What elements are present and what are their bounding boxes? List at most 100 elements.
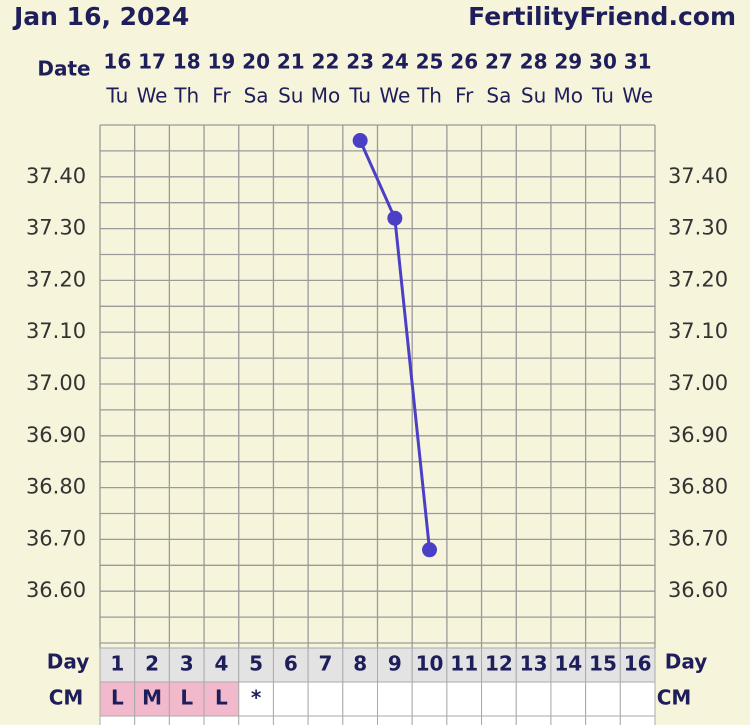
day-number: 3 [180, 652, 194, 676]
point [422, 542, 438, 558]
cm-cell [134, 681, 170, 717]
next-row-cell [481, 715, 517, 725]
x-tick-label: 25 [416, 50, 444, 74]
x-tick-label: 18 [173, 50, 201, 74]
cm-label: CM [657, 686, 692, 710]
day-number: 9 [388, 652, 402, 676]
x-tick-label: 20 [242, 50, 270, 74]
cm-cell [342, 681, 378, 717]
x-tick-label: 16 [103, 50, 131, 74]
cm-cell [515, 681, 552, 717]
y-tick-label: 37.10 [668, 319, 728, 343]
day-label: Day [665, 650, 708, 674]
day-cell [238, 647, 274, 683]
x-tick-label: 28 [520, 50, 548, 74]
day-number: 14 [554, 652, 582, 676]
next-row-cell [550, 715, 587, 725]
weekday-label: Mo [554, 84, 584, 108]
weekday-label: Su [278, 84, 303, 108]
y-tick-label: 37.10 [26, 319, 86, 343]
site-name: FertilityFriend.com [468, 2, 736, 31]
x-tick-label: 22 [312, 50, 340, 74]
day-cell [515, 647, 552, 683]
x-tick-label: 29 [554, 50, 582, 74]
next-row-cell [203, 715, 240, 725]
day-cell [550, 647, 587, 683]
day-number: 7 [319, 652, 333, 676]
weekday-label: We [137, 84, 168, 108]
x-tick-label: 26 [450, 50, 478, 74]
next-row-cell [515, 715, 552, 725]
weekday-label: We [622, 84, 653, 108]
day-cell [446, 647, 483, 683]
chart-date: Jan 16, 2024 [12, 2, 189, 31]
y-tick-label: 37.40 [668, 164, 728, 188]
next-row-cell [446, 715, 483, 725]
x-axis-label: Date [37, 57, 90, 81]
cm-value: M [142, 686, 162, 710]
x-tick-label: 31 [624, 50, 652, 74]
weekday-label: Fr [455, 84, 474, 108]
weekday-label: Su [521, 84, 546, 108]
day-number: 6 [284, 652, 298, 676]
cm-value: * [251, 686, 262, 710]
weekday-label: We [379, 84, 410, 108]
point [387, 210, 403, 226]
next-row-cell [272, 715, 309, 725]
day-cell [168, 647, 205, 683]
day-number: 5 [249, 652, 263, 676]
day-number: 4 [214, 652, 228, 676]
weekday-label: Fr [212, 84, 231, 108]
next-row-cell [585, 715, 621, 725]
cm-cell [446, 681, 483, 717]
x-tick-label: 24 [381, 50, 409, 74]
weekday-label: Tu [591, 84, 614, 108]
next-row-cell [619, 715, 656, 725]
day-number: 8 [353, 652, 367, 676]
y-tick-label: 37.30 [26, 216, 86, 240]
y-tick-label: 36.90 [668, 423, 728, 447]
day-cell [481, 647, 517, 683]
day-cell [99, 647, 136, 683]
day-number: 12 [485, 652, 513, 676]
next-row-cell [99, 715, 136, 725]
cm-cell [168, 681, 205, 717]
day-number: 1 [110, 652, 124, 676]
cm-value: L [111, 686, 124, 710]
day-cell [377, 647, 413, 683]
next-row-cell [168, 715, 205, 725]
cm-cell [481, 681, 517, 717]
cm-cell [585, 681, 621, 717]
day-number: 10 [416, 652, 444, 676]
cm-cell [203, 681, 240, 717]
cm-value: L [215, 686, 228, 710]
day-cell [411, 647, 448, 683]
next-row-cell [134, 715, 170, 725]
weekday-label: Mo [311, 84, 341, 108]
next-row-cell [307, 715, 344, 725]
cm-value: L [180, 686, 193, 710]
y-tick-label: 36.70 [668, 526, 728, 550]
x-tick-label: 27 [485, 50, 513, 74]
x-tick-label: 19 [207, 50, 235, 74]
next-row-cell [342, 715, 378, 725]
point [352, 133, 368, 149]
next-row-cell [411, 715, 448, 725]
y-tick-label: 37.00 [26, 371, 86, 395]
day-label: Day [47, 650, 90, 674]
cm-cell [272, 681, 309, 717]
weekday-label: Tu [348, 84, 371, 108]
weekday-label: Th [416, 84, 442, 108]
y-tick-label: 36.80 [668, 475, 728, 499]
day-cell [342, 647, 378, 683]
next-row-cell [377, 715, 413, 725]
cm-cell [411, 681, 448, 717]
weekday-label: Sa [486, 84, 511, 108]
x-tick-label: 17 [138, 50, 166, 74]
cm-label: CM [49, 686, 84, 710]
weekday-label: Tu [105, 84, 128, 108]
y-tick-label: 37.00 [668, 371, 728, 395]
y-tick-label: 36.90 [26, 423, 86, 447]
cm-cell [619, 681, 656, 717]
